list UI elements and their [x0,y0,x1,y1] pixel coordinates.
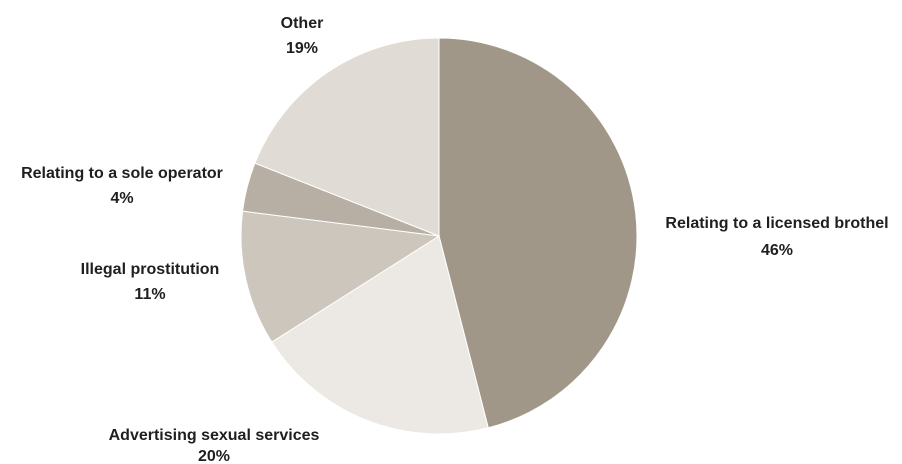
slice-label-licensed-brothel: Relating to a licensed brothel 46% [665,215,888,259]
slice-label-name: Relating to a sole operator [21,165,223,182]
slice-label-name: Other [281,15,324,32]
pie-slice-illegal-prostitution [240,210,441,343]
slice-label-advertising: Advertising sexual services 20% [109,427,320,464]
slice-label-percent: 19% [286,40,318,57]
slice-label-name: Relating to a licensed brothel [665,215,888,232]
pie-slice-licensed-brothel [438,37,638,429]
slice-label-other: Other 19% [281,15,324,57]
slice-label-name: Illegal prostitution [81,261,220,278]
slice-label-percent: 46% [761,242,793,259]
slice-label-illegal-prostitution: Illegal prostitution 11% [81,261,220,303]
pie-slice-other [254,37,440,237]
slice-label-percent: 4% [110,190,133,207]
pie-slice-advertising [271,235,489,435]
slice-label-sole-operator: Relating to a sole operator 4% [21,165,223,207]
slice-label-percent: 20% [198,448,230,464]
slice-label-percent: 11% [134,286,165,303]
slice-label-name: Advertising sexual services [109,427,320,444]
pie-slices [240,37,638,435]
